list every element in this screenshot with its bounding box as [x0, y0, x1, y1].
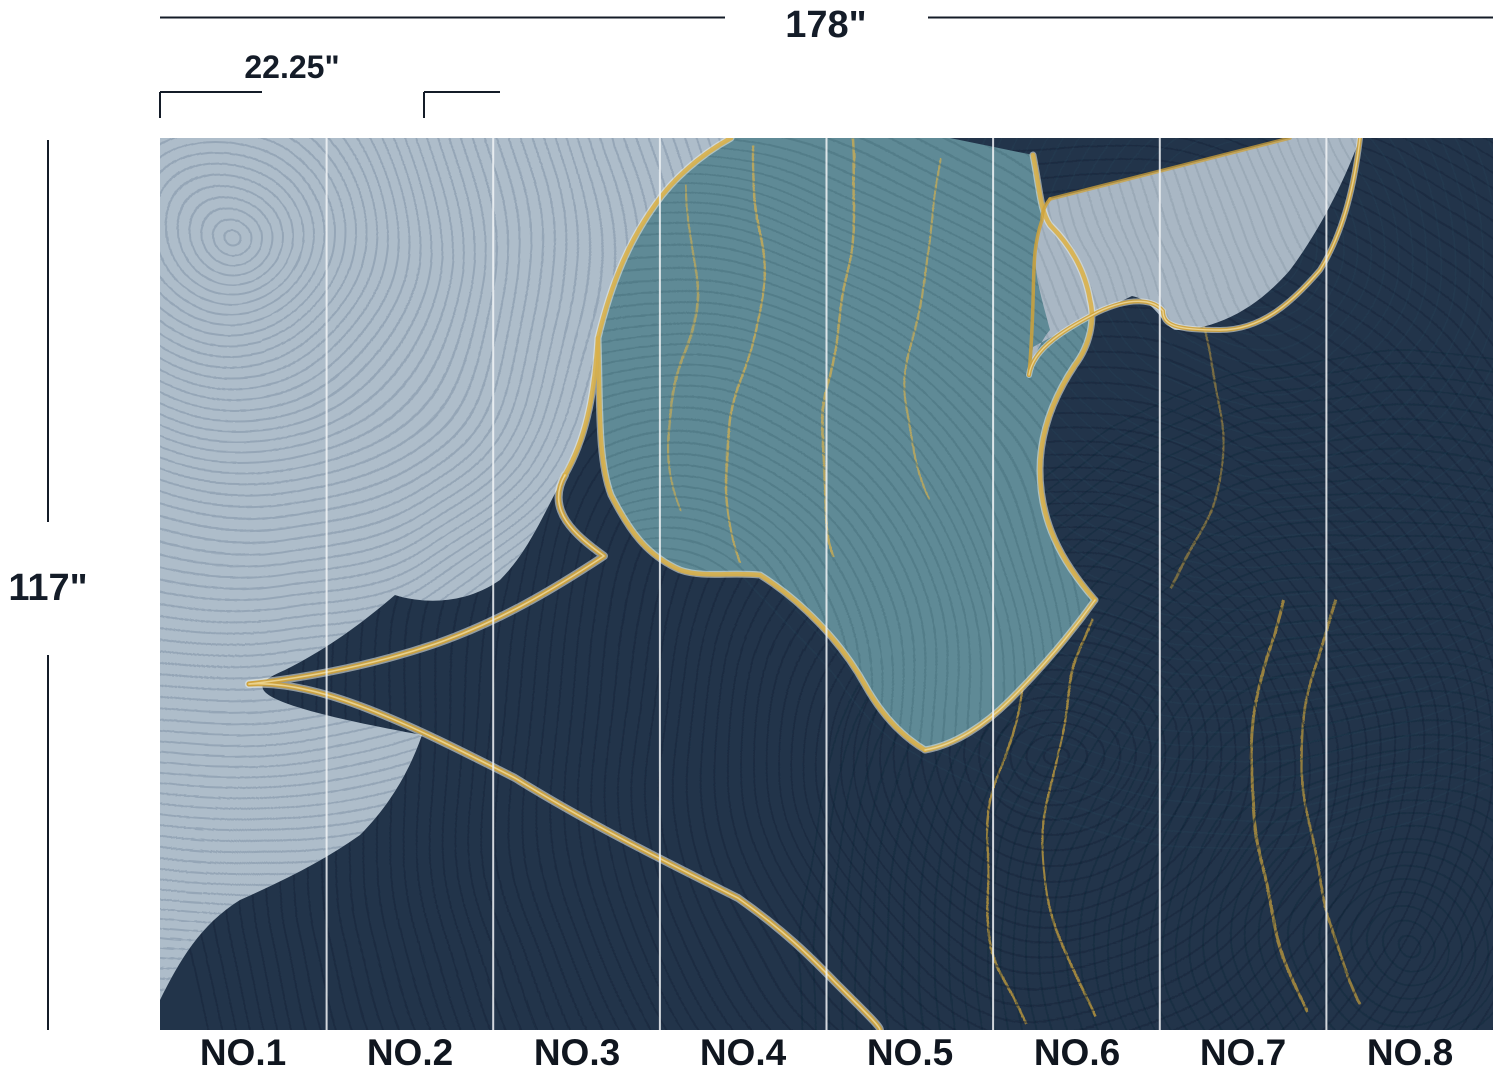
svg-text:117": 117" [8, 567, 87, 609]
svg-text:NO.7: NO.7 [1200, 1032, 1286, 1070]
svg-text:NO.4: NO.4 [700, 1032, 787, 1070]
svg-text:NO.8: NO.8 [1367, 1032, 1453, 1070]
svg-text:178": 178" [785, 4, 866, 46]
svg-text:NO.5: NO.5 [867, 1032, 953, 1070]
svg-text:22.25": 22.25" [244, 49, 339, 85]
svg-text:NO.2: NO.2 [367, 1032, 453, 1070]
svg-text:NO.3: NO.3 [534, 1032, 620, 1070]
svg-text:NO.1: NO.1 [200, 1032, 286, 1070]
svg-text:NO.6: NO.6 [1034, 1032, 1120, 1070]
